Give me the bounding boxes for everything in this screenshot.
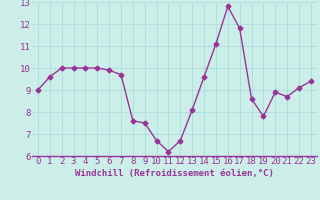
X-axis label: Windchill (Refroidissement éolien,°C): Windchill (Refroidissement éolien,°C): [75, 169, 274, 178]
